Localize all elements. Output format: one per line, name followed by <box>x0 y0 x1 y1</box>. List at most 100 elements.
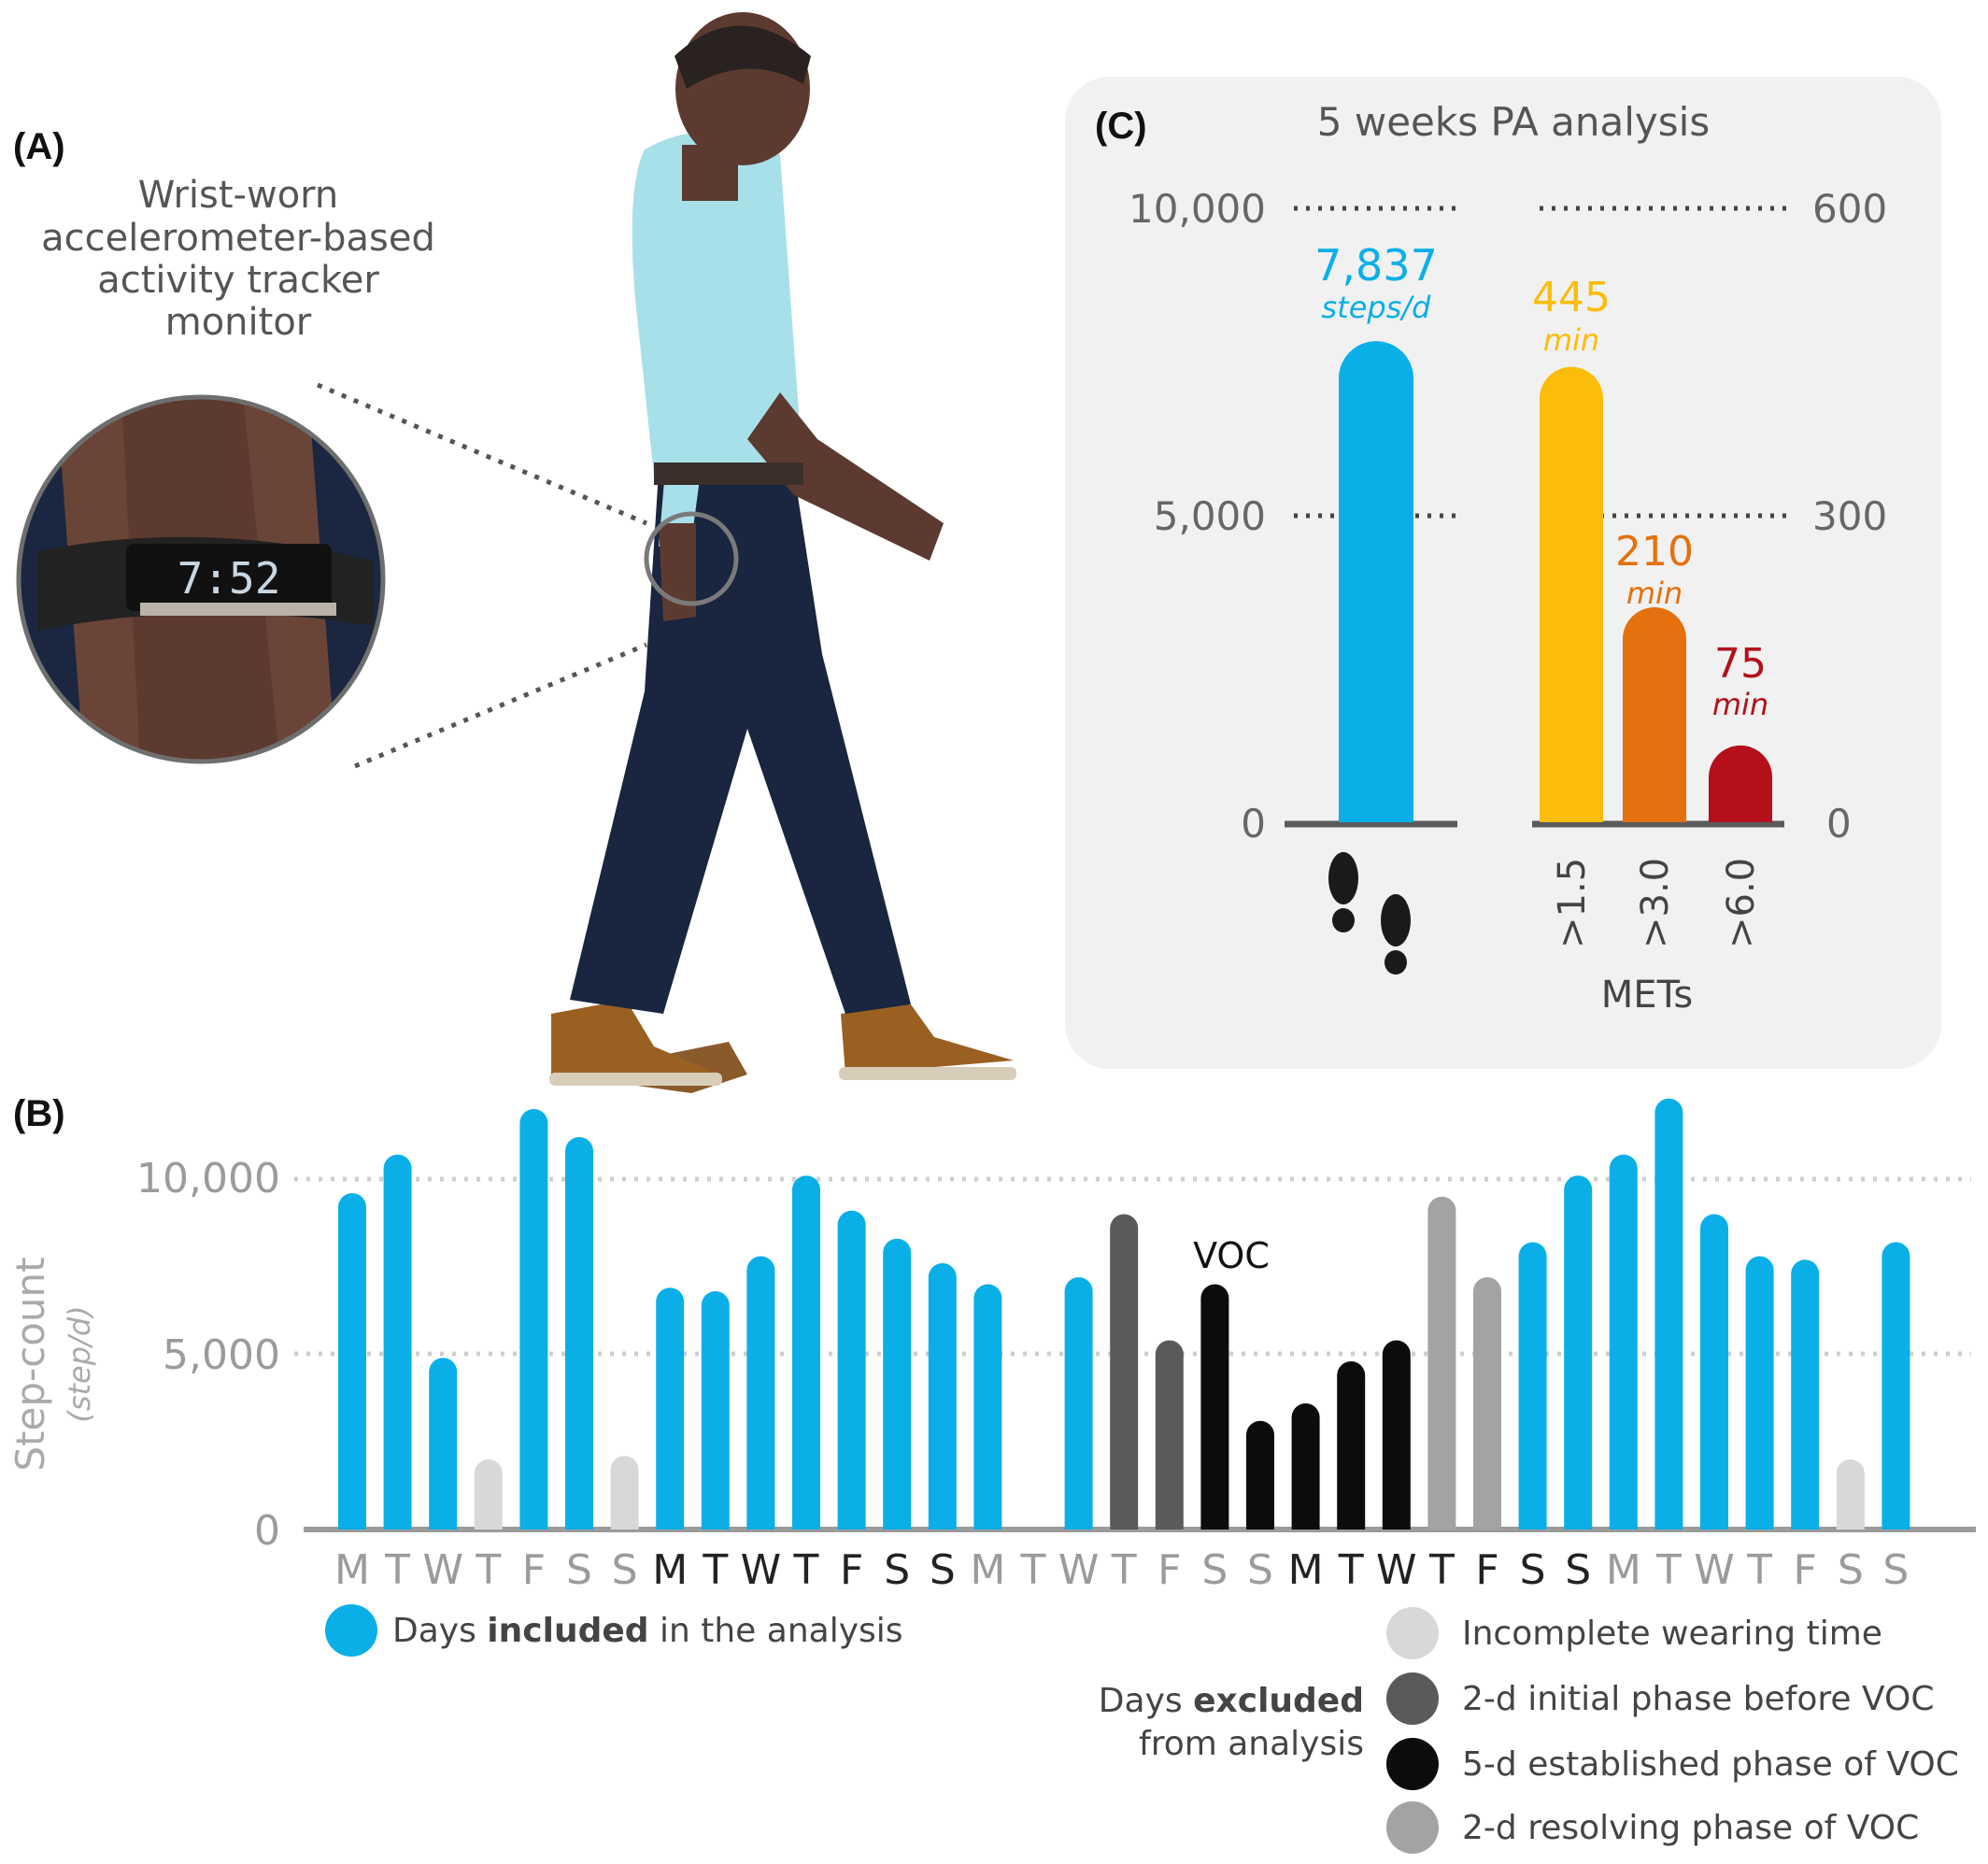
panel-c-bars <box>1339 341 1772 822</box>
legend-resolving-swatch <box>1386 1801 1439 1854</box>
walking-man-illustration <box>549 12 1016 1093</box>
day-label-24: W <box>1376 1546 1417 1594</box>
c-left-tick-5000: 5,000 <box>1154 493 1266 539</box>
day-label-20: S <box>1201 1546 1228 1594</box>
step-bar-8 <box>656 1288 685 1530</box>
c-right-tick-0: 0 <box>1826 801 1852 847</box>
legend-included-pre: Days <box>392 1612 487 1650</box>
day-label-22: M <box>1288 1546 1324 1594</box>
c-left-tick-10000: 10,000 <box>1129 186 1266 232</box>
step-bar-28 <box>1564 1175 1593 1530</box>
day-label-13: S <box>884 1546 910 1594</box>
step-bar-33 <box>1791 1259 1820 1530</box>
day-label-30: T <box>1655 1546 1682 1594</box>
step-bar-12 <box>837 1210 866 1530</box>
c-right-tick-300: 300 <box>1812 493 1887 539</box>
step-bar-6 <box>565 1137 593 1530</box>
day-label-35: S <box>1882 1546 1909 1594</box>
day-label-17: W <box>1058 1546 1100 1594</box>
step-bar-10 <box>746 1256 775 1530</box>
mets-bar-2 <box>1623 607 1686 822</box>
legend-excluded-pre: Days <box>1099 1682 1193 1720</box>
day-label-21: S <box>1247 1546 1273 1594</box>
panel-b-bars <box>338 1098 1910 1530</box>
caption-line-4: monitor <box>165 301 312 344</box>
legend: Days included in the analysis Days exclu… <box>325 1604 1959 1854</box>
panel-c-right-axis: 600 300 0 <box>1812 186 1887 847</box>
step-bar-26 <box>1473 1277 1501 1530</box>
day-label-10: W <box>741 1546 782 1594</box>
day-label-26: F <box>1475 1546 1498 1594</box>
day-label-29: M <box>1606 1546 1641 1594</box>
step-bar-35 <box>1882 1242 1910 1530</box>
steps-bar <box>1339 341 1413 822</box>
mets-value-label-2: 210 <box>1615 528 1694 576</box>
day-label-5: F <box>522 1546 546 1594</box>
legend-excluded-line-2: from analysis <box>1139 1725 1364 1763</box>
day-label-18: T <box>1111 1546 1137 1594</box>
step-bar-21 <box>1246 1420 1274 1530</box>
c-right-tick-600: 600 <box>1812 186 1887 232</box>
b-y-axis-unit: (step/d) <box>62 1305 97 1422</box>
panel-b-y-ticks: 10,000 5,000 0 <box>136 1155 280 1555</box>
mets-category-3: >6.0 <box>1720 858 1763 948</box>
mets-unit-label-1: min <box>1543 322 1599 358</box>
step-bar-18 <box>1110 1214 1139 1530</box>
step-bar-13 <box>883 1238 912 1530</box>
step-bar-11 <box>792 1175 820 1530</box>
day-label-31: W <box>1694 1546 1735 1594</box>
day-label-6: S <box>566 1546 592 1594</box>
legend-initial-text: 2-d initial phase before VOC <box>1462 1680 1934 1718</box>
day-label-32: T <box>1746 1546 1772 1594</box>
legend-excluded-bold: excluded <box>1193 1682 1364 1720</box>
day-label-4: T <box>475 1546 501 1594</box>
legend-included-bold: included <box>487 1612 648 1650</box>
legend-excluded-line-1: Days excluded <box>1099 1682 1364 1720</box>
day-label-15: M <box>970 1546 1005 1594</box>
step-bar-24 <box>1382 1340 1411 1530</box>
step-bar-2 <box>383 1154 412 1530</box>
legend-established-swatch <box>1386 1738 1439 1790</box>
footprints-icon <box>1328 852 1411 975</box>
wrist-zoom-illustration: 7:52 <box>16 394 386 764</box>
mets-unit-label-2: min <box>1626 576 1683 611</box>
step-bar-3 <box>429 1358 458 1530</box>
step-bar-30 <box>1654 1098 1683 1530</box>
day-label-27: S <box>1520 1546 1546 1594</box>
step-bar-4 <box>474 1459 503 1530</box>
panel-c-left-axis: 10,000 5,000 0 <box>1129 186 1266 847</box>
legend-resolving-text: 2-d resolving phase of VOC <box>1462 1809 1919 1847</box>
mets-category-1: >1.5 <box>1551 858 1594 948</box>
step-bar-25 <box>1427 1196 1456 1530</box>
legend-established-text: 5-d established phase of VOC <box>1462 1745 1959 1784</box>
c-left-tick-0: 0 <box>1241 801 1266 847</box>
voc-annotation: VOC <box>1193 1235 1270 1276</box>
mets-value-label-1: 445 <box>1532 274 1611 321</box>
panel-a-label: (A) <box>13 126 65 167</box>
step-bar-31 <box>1700 1214 1728 1530</box>
step-bar-22 <box>1291 1403 1320 1530</box>
step-bar-23 <box>1337 1361 1366 1530</box>
step-bar-19 <box>1155 1340 1184 1530</box>
day-label-7: S <box>612 1546 638 1594</box>
panel-c-dotted-gridlines <box>1294 206 1794 519</box>
day-label-19: F <box>1157 1546 1181 1594</box>
step-bar-1 <box>338 1193 366 1530</box>
legend-incomplete-swatch <box>1386 1607 1439 1659</box>
day-label-23: T <box>1338 1546 1364 1594</box>
mets-unit-label-3: min <box>1712 687 1768 722</box>
legend-included-swatch <box>325 1604 377 1657</box>
legend-included-text: Days included in the analysis <box>392 1612 903 1650</box>
step-bar-20 <box>1200 1284 1229 1530</box>
steps-value-label: 7,837 <box>1314 240 1438 291</box>
day-label-16: T <box>1020 1546 1046 1594</box>
day-label-11: T <box>793 1546 819 1594</box>
mets-axis-label: METs <box>1601 974 1693 1017</box>
day-label-2: T <box>384 1546 410 1594</box>
mets-bar-3 <box>1709 745 1772 822</box>
caption-line-3: activity tracker <box>97 259 379 302</box>
panel-b-label: (B) <box>13 1093 65 1134</box>
step-bar-17 <box>1064 1277 1093 1530</box>
legend-incomplete-text: Incomplete wearing time <box>1462 1615 1882 1653</box>
